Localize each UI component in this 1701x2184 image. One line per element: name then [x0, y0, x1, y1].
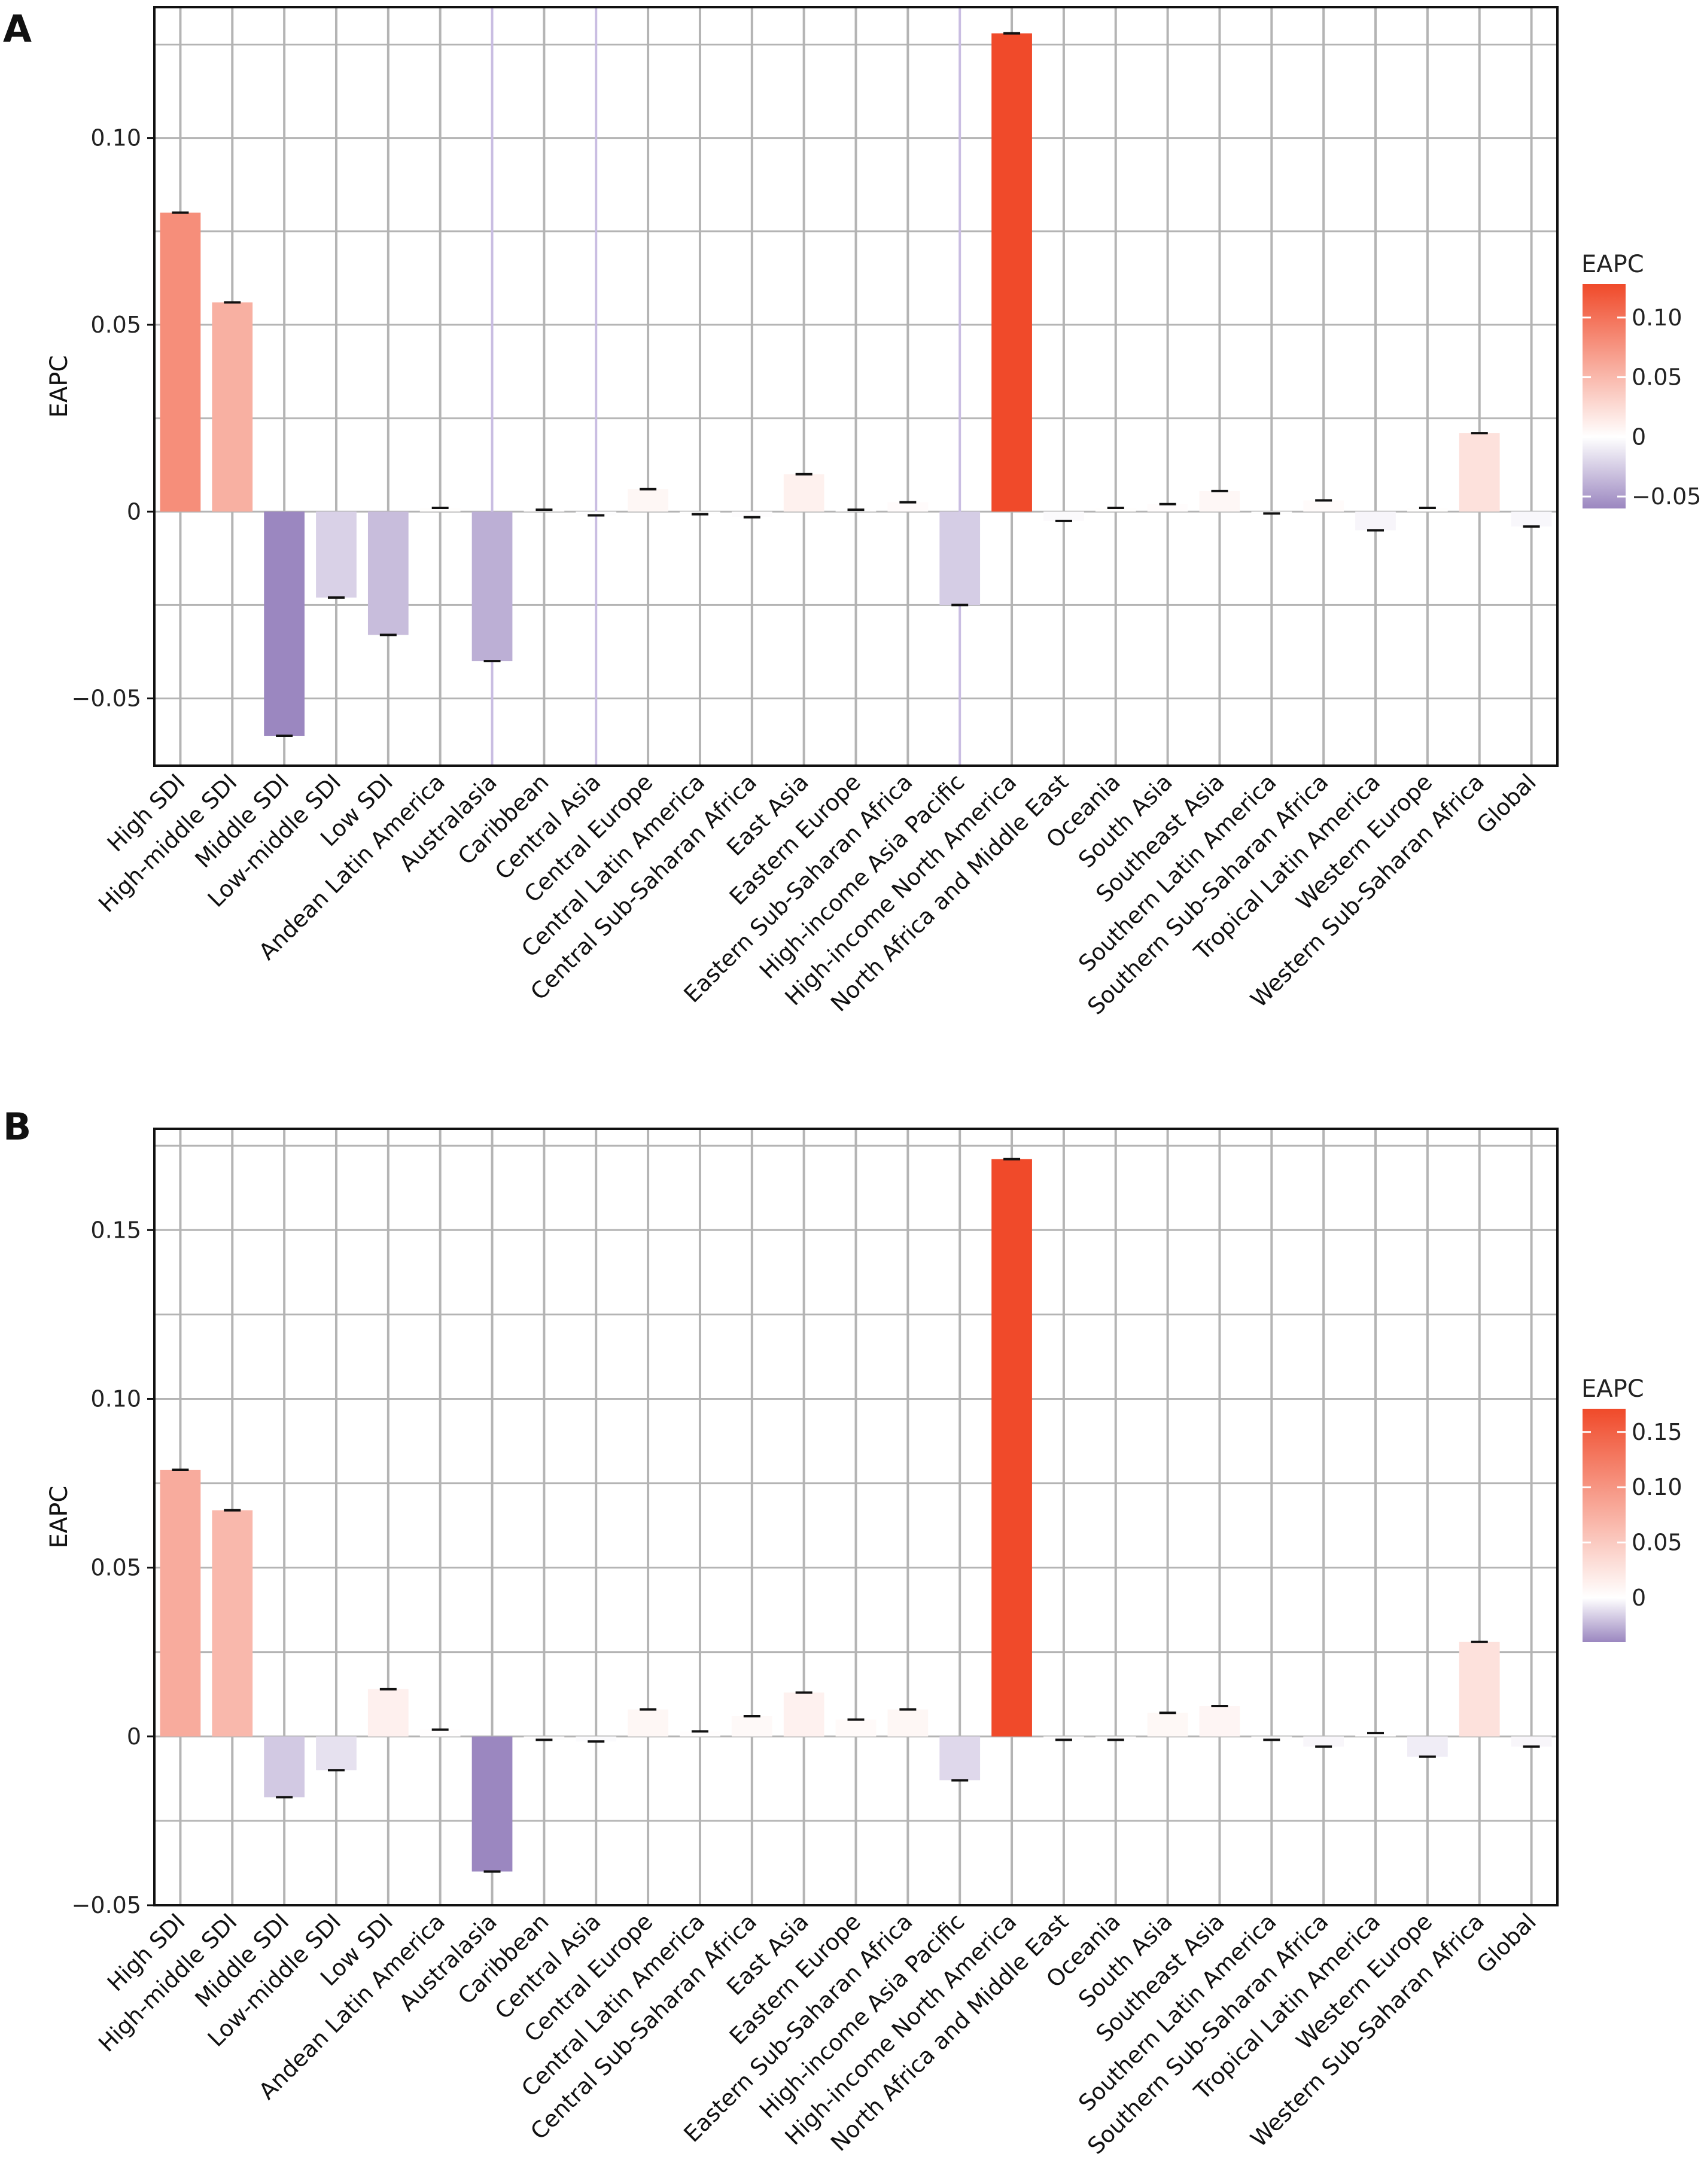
bar-southeast-asia: [1199, 491, 1240, 512]
bar-central-asia: [576, 511, 617, 516]
bar-western-europe: [1407, 1736, 1448, 1757]
bar-central-asia: [576, 1736, 617, 1742]
y-axis-label: EAPC: [45, 1486, 73, 1549]
legend-colorbar: [1583, 284, 1626, 508]
legend-tick-label: 0.10: [1632, 304, 1682, 331]
bar-north-africa-and-middle-east: [1043, 511, 1084, 521]
chart-panel-a: A −0.05 0 0.05 0.10 EAPC High SDI High-middle S…: [3, 6, 1701, 1020]
bar-middle-sdi: [264, 1736, 305, 1798]
y-tick-label: 0: [127, 1723, 141, 1750]
x-tick-label: Global: [1471, 1908, 1541, 1978]
bar-south-asia: [1147, 1713, 1188, 1737]
bar-southeast-asia: [1199, 1706, 1240, 1737]
y-axis-label: EAPC: [45, 355, 73, 418]
bar-oceania: [1095, 508, 1136, 512]
bar-high-sdi: [160, 1469, 201, 1737]
bar-east-asia: [783, 1692, 824, 1737]
bar-high-middle-sdi: [212, 1510, 253, 1737]
panel-letter: A: [3, 7, 32, 51]
bar-low-sdi: [367, 511, 409, 635]
plot-frame: [153, 1128, 1559, 1906]
legend-tick-label: 0.05: [1632, 364, 1682, 391]
legend-tick-label: 0.15: [1632, 1419, 1682, 1445]
bar-low-middle-sdi: [316, 511, 357, 598]
legend-title: EAPC: [1581, 1375, 1644, 1403]
legend-tick-label: 0: [1632, 1585, 1646, 1611]
bar-global: [1511, 1736, 1552, 1747]
chart-panel-b: B −0.05 0 0.05 0.10 0.15 EAPC High SDI High-midd…: [0, 1092, 1701, 2184]
bar-high-income-north-america: [991, 1159, 1032, 1737]
bar-high-income-asia-pacific: [939, 1736, 981, 1781]
bar-central-europe: [628, 489, 668, 512]
bar-north-africa-and-middle-east: [1043, 1736, 1084, 1740]
bar-tropical-latin-america: [1355, 511, 1396, 531]
bar-caribbean: [524, 1736, 565, 1740]
y-tick-label: 0: [127, 498, 141, 525]
bar-australasia: [471, 1736, 513, 1872]
legend-title: EAPC: [1581, 251, 1644, 278]
bar-southern-sub-saharan-africa: [1303, 1736, 1344, 1747]
bar-tropical-latin-america: [1355, 1733, 1396, 1737]
bar-eastern-sub-saharan-africa: [887, 1709, 929, 1737]
bar-western-sub-saharan-africa: [1459, 1641, 1500, 1737]
bar-australasia: [471, 511, 513, 662]
panel-letter: B: [3, 1105, 31, 1149]
bar-low-middle-sdi: [316, 1736, 357, 1771]
y-tick-label: −0.05: [72, 686, 141, 712]
y-tick-label: 0.05: [90, 1555, 141, 1581]
bar-central-sub-saharan-africa: [731, 511, 772, 517]
bar-high-middle-sdi: [212, 302, 253, 512]
bar-high-sdi: [160, 212, 201, 512]
bar-global: [1511, 511, 1552, 527]
bar-central-latin-america: [680, 1731, 720, 1737]
bar-eastern-europe: [835, 1719, 877, 1737]
bar-central-europe: [628, 1709, 668, 1737]
bar-high-income-north-america: [991, 33, 1032, 512]
bar-east-asia: [783, 474, 824, 512]
bar-central-sub-saharan-africa: [731, 1716, 772, 1737]
bar-central-latin-america: [680, 511, 720, 514]
bar-southern-latin-america: [1251, 1736, 1292, 1740]
x-tick-label: Global: [1471, 769, 1541, 839]
plot-frame: [153, 6, 1559, 767]
bar-western-sub-saharan-africa: [1459, 433, 1500, 512]
y-tick-label: −0.05: [72, 1892, 141, 1918]
y-tick-label: 0.10: [90, 1385, 141, 1412]
y-tick-label: 0.10: [90, 125, 141, 151]
y-tick-label: 0.05: [90, 312, 141, 338]
bar-south-asia: [1147, 504, 1188, 512]
bar-middle-sdi: [264, 511, 305, 736]
bar-western-europe: [1407, 508, 1448, 512]
legend-tick-label: −0.05: [1632, 483, 1701, 510]
bar-oceania: [1095, 1736, 1136, 1740]
y-tick-label: 0.15: [90, 1217, 141, 1243]
legend-tick-label: 0: [1632, 424, 1646, 450]
bar-high-income-asia-pacific: [939, 511, 981, 605]
bar-low-sdi: [367, 1689, 409, 1737]
legend-colorbar: [1583, 1409, 1626, 1642]
bar-andean-latin-america: [419, 1729, 461, 1737]
legend-tick-label: 0.10: [1632, 1474, 1682, 1500]
bar-eastern-sub-saharan-africa: [887, 502, 929, 512]
bar-andean-latin-america: [419, 508, 461, 512]
bar-southern-sub-saharan-africa: [1303, 500, 1344, 512]
legend-tick-label: 0.05: [1632, 1530, 1682, 1556]
